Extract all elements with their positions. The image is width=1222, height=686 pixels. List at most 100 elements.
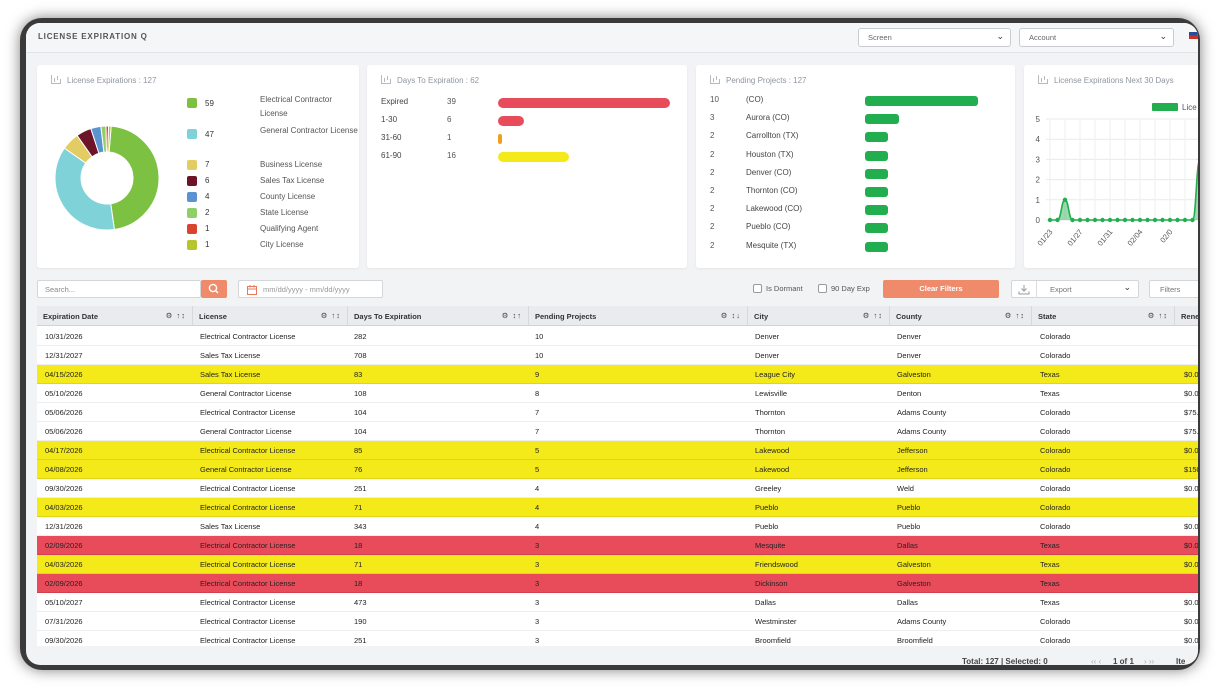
table-row[interactable]: 10/31/2026 Electrical Contractor License 2… <box>37 327 1198 346</box>
days-bar-row[interactable]: Expired 39 <box>381 97 681 109</box>
search-button[interactable] <box>201 280 227 298</box>
flag-icon[interactable] <box>1189 32 1198 39</box>
table-row[interactable]: 05/06/2026 General Contractor License 104 7… <box>37 422 1198 441</box>
pending-bar-row[interactable]: 3 Aurora (CO) <box>710 113 1010 125</box>
table-row[interactable]: 04/15/2026 Sales Tax License 83 9 League Cit… <box>37 365 1198 384</box>
export-dropdown[interactable]: Export ⌄ <box>1011 280 1139 298</box>
table-row[interactable]: 07/31/2026 Electrical Contractor License 1… <box>37 612 1198 631</box>
pending-bar-row[interactable]: 2 Lakewood (CO) <box>710 204 1010 216</box>
checkbox-box[interactable] <box>818 284 827 293</box>
column-header[interactable]: Pending Projects ⚙ ↕↓ <box>529 306 748 326</box>
pending-bar[interactable] <box>865 205 888 216</box>
filters-button[interactable]: Filters <box>1149 280 1198 298</box>
donut-slice[interactable] <box>54 147 115 231</box>
data-point[interactable] <box>1190 217 1195 223</box>
table-row[interactable]: 05/10/2027 Electrical Contractor License 4… <box>37 593 1198 612</box>
data-point[interactable] <box>1100 217 1105 223</box>
days-bar-row[interactable]: 1-30 6 <box>381 115 681 127</box>
days-bar[interactable] <box>498 98 670 108</box>
column-header[interactable]: Expiration Date ⚙ ↑↕ <box>37 306 193 326</box>
pending-bar[interactable] <box>865 187 888 197</box>
table-row[interactable]: 12/31/2027 Sales Tax License 708 10 Denver De… <box>37 346 1198 365</box>
column-sort-filter-icons[interactable]: ⚙ ↕↑ <box>501 311 522 320</box>
table-row[interactable]: 02/09/2026 Electrical Contractor License 1… <box>37 574 1198 593</box>
table-row[interactable]: 09/30/2026 Electrical Contractor License 2… <box>37 479 1198 498</box>
column-sort-filter-icons[interactable]: ⚙ ↑↕ <box>862 311 883 320</box>
data-point[interactable] <box>1182 217 1188 223</box>
pending-bar-row[interactable]: 2 Mesquite (TX) <box>710 241 1010 253</box>
column-sort-filter-icons[interactable]: ⚙ ↑↕ <box>1004 311 1025 320</box>
donut-slice[interactable] <box>108 125 160 231</box>
table-row[interactable]: 12/31/2026 Sales Tax License 343 4 Pueblo Pue… <box>37 517 1198 536</box>
data-point[interactable] <box>1062 197 1068 202</box>
column-sort-filter-icons[interactable]: ⚙ ↑↕ <box>320 311 341 320</box>
pending-bar-row[interactable]: 2 Houston (TX) <box>710 150 1010 162</box>
pending-bar-row[interactable]: 2 Pueblo (CO) <box>710 222 1010 234</box>
data-point[interactable] <box>1145 217 1150 223</box>
data-point[interactable] <box>1137 217 1143 223</box>
pending-bar[interactable] <box>865 114 899 125</box>
table-row[interactable]: 05/06/2026 Electrical Contractor License 1… <box>37 403 1198 422</box>
column-header[interactable]: City ⚙ ↑↕ <box>748 306 890 326</box>
data-point[interactable] <box>1130 217 1135 223</box>
table-row[interactable]: 04/03/2026 Electrical Contractor License 7… <box>37 555 1198 574</box>
date-range-input[interactable]: mm/dd/yyyy - mm/dd/yyyy <box>238 280 383 298</box>
days-bar-row[interactable]: 31-60 1 <box>381 133 681 145</box>
data-point[interactable] <box>1115 217 1120 223</box>
column-sort-filter-icons[interactable]: ⚙ ↑↕ <box>165 311 186 320</box>
pager-summary: Total: 127 | Selected: 0 <box>962 657 1048 665</box>
pending-bar[interactable] <box>865 168 888 179</box>
data-point[interactable] <box>1152 217 1158 223</box>
column-sort-filter-icons[interactable]: ⚙ ↑↕ <box>1147 311 1168 320</box>
90-day-exp-checkbox[interactable]: 90 Day Exp <box>818 280 870 298</box>
pending-bar[interactable] <box>865 150 888 161</box>
pending-bar[interactable] <box>865 223 888 234</box>
screen-dropdown[interactable]: Screen ⌄ <box>858 28 1011 47</box>
pager-prev-buttons[interactable]: ‹‹ ‹ <box>1091 657 1102 665</box>
clear-filters-button[interactable]: Clear Filters <box>883 280 999 298</box>
days-bar[interactable] <box>498 116 525 126</box>
data-point[interactable] <box>1077 217 1083 223</box>
table-row[interactable]: 04/03/2026 Electrical Contractor License 7… <box>37 498 1198 517</box>
days-bar-row[interactable]: 61-90 16 <box>381 151 681 163</box>
data-point[interactable] <box>1167 217 1173 223</box>
checkbox-box[interactable] <box>753 284 762 293</box>
column-header[interactable]: Rene <box>1175 306 1198 326</box>
table-row[interactable]: 05/10/2026 General Contractor License 108 8… <box>37 384 1198 403</box>
pending-bar[interactable] <box>865 132 888 143</box>
days-bar[interactable] <box>498 152 569 162</box>
account-dropdown[interactable]: Account ⌄ <box>1019 28 1174 47</box>
data-point[interactable] <box>1107 217 1113 223</box>
pending-bar[interactable] <box>865 241 888 252</box>
table-row[interactable]: 04/17/2026 Electrical Contractor License 8… <box>37 441 1198 460</box>
table-cell: Texas <box>1040 598 1060 607</box>
days-bar[interactable] <box>498 134 503 144</box>
data-point[interactable] <box>1175 217 1180 223</box>
pending-bar[interactable] <box>865 96 978 106</box>
column-header[interactable]: License ⚙ ↑↕ <box>193 306 348 326</box>
data-point[interactable] <box>1055 217 1060 223</box>
column-header[interactable]: County ⚙ ↑↕ <box>890 306 1032 326</box>
legend-swatch[interactable] <box>1152 103 1178 111</box>
table-row[interactable]: 02/09/2026 Electrical Contractor License 1… <box>37 536 1198 555</box>
search-input[interactable]: Search... <box>37 280 201 298</box>
pager-next-buttons[interactable]: › ›› <box>1144 657 1155 665</box>
data-point[interactable] <box>1047 217 1053 223</box>
is-dormant-checkbox[interactable]: Is Dormant <box>753 280 803 298</box>
data-point[interactable] <box>1122 217 1128 223</box>
pending-bar-row[interactable]: 2 Thornton (CO) <box>710 186 1010 198</box>
column-header[interactable]: State ⚙ ↑↕ <box>1032 306 1175 326</box>
column-sort-filter-icons[interactable]: ⚙ ↕↓ <box>720 311 741 320</box>
pending-bar-row[interactable]: 2 Denver (CO) <box>710 168 1010 180</box>
data-point[interactable] <box>1092 217 1098 223</box>
donut-slice[interactable] <box>107 125 112 153</box>
table-row[interactable]: 09/30/2026 Electrical Contractor License 2… <box>37 631 1198 646</box>
data-point[interactable] <box>1070 217 1075 223</box>
table-row[interactable]: 04/08/2026 General Contractor License 76 5 L… <box>37 460 1198 479</box>
pending-bar-row[interactable]: 10 (CO) <box>710 95 1010 107</box>
table-header: Expiration Date ⚙ ↑↕ License ⚙ ↑↕ Days To Ex… <box>37 306 1198 326</box>
pending-bar-row[interactable]: 2 Carrollton (TX) <box>710 131 1010 143</box>
column-header[interactable]: Days To Expiration ⚙ ↕↑ <box>348 306 529 326</box>
data-point[interactable] <box>1160 217 1165 223</box>
data-point[interactable] <box>1085 217 1090 223</box>
